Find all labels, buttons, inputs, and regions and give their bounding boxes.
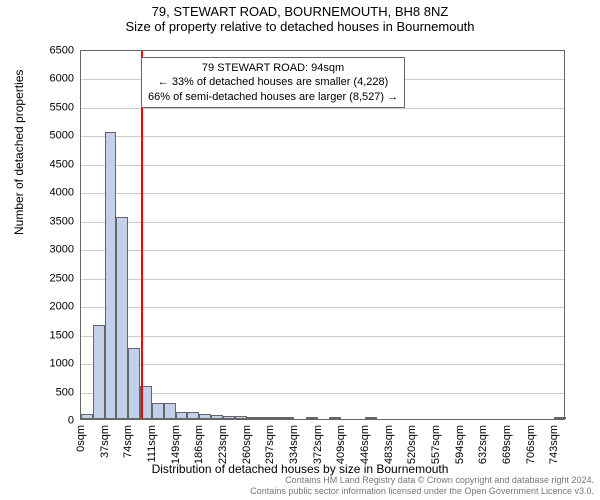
histogram-bar [306,417,318,419]
title-line-1: 79, STEWART ROAD, BOURNEMOUTH, BH8 8NZ [0,4,600,19]
y-tick-label: 5000 [34,131,74,142]
histogram-bar [247,417,259,419]
gridline [81,136,564,137]
x-tick-label: 186sqm [193,425,205,464]
x-tick-label: 223sqm [217,425,229,464]
x-tick-label: 706sqm [525,425,537,464]
histogram-bar [282,417,294,419]
x-tick-label: 111sqm [146,425,158,463]
x-tick-label: 297sqm [264,425,276,464]
x-tick-label: 37sqm [99,425,111,458]
y-tick-label: 2500 [34,273,74,284]
histogram-bar [116,217,128,419]
gridline [81,279,564,280]
histogram-bar [105,132,117,419]
histogram-bar [258,417,270,419]
x-tick-label: 149sqm [170,425,182,464]
x-tick-label: 743sqm [548,425,560,464]
histogram-bar [93,325,105,419]
annotation-box: 79 STEWART ROAD: 94sqm← 33% of detached … [141,57,405,108]
histogram-bar [164,403,176,419]
annotation-line: 66% of semi-detached houses are larger (… [148,90,398,104]
y-tick-label: 1000 [34,359,74,370]
annotation-line: 79 STEWART ROAD: 94sqm [148,61,398,75]
gridline [81,364,564,365]
histogram-bar [81,414,93,419]
x-tick-label: 334sqm [288,425,300,464]
histogram-bar [187,412,199,419]
gridline [81,222,564,223]
x-tick-label: 409sqm [335,425,347,464]
x-tick-label: 520sqm [406,425,418,464]
gridline [81,336,564,337]
y-tick-label: 2000 [34,302,74,313]
attribution-line-1: Contains HM Land Registry data © Crown c… [250,475,594,486]
attribution: Contains HM Land Registry data © Crown c… [250,475,594,497]
x-tick-label: 632sqm [477,425,489,464]
chart-area: 0500100015002000250030003500400045005000… [80,50,565,420]
chart-title: 79, STEWART ROAD, BOURNEMOUTH, BH8 8NZ S… [0,0,600,34]
x-tick-label: 372sqm [312,425,324,464]
histogram-bar [554,417,566,419]
gridline [81,393,564,394]
y-tick-label: 1500 [34,330,74,341]
attribution-line-2: Contains public sector information licen… [250,486,594,497]
histogram-bar [211,415,223,419]
histogram-bar [199,414,211,419]
histogram-bar [152,403,164,419]
gridline [81,250,564,251]
y-tick-label: 4000 [34,188,74,199]
histogram-bar [176,412,188,419]
x-tick-label: 483sqm [383,425,395,464]
histogram-bar [270,417,282,419]
title-line-2: Size of property relative to detached ho… [0,19,600,34]
plot-region: 0500100015002000250030003500400045005000… [80,50,565,420]
histogram-bar [329,417,341,419]
x-tick-label: 74sqm [122,425,134,458]
histogram-bar [128,348,140,419]
histogram-bar [223,416,235,419]
y-tick-label: 5500 [34,102,74,113]
x-tick-label: 260sqm [241,425,253,464]
gridline [81,193,564,194]
x-tick-label: 669sqm [501,425,513,464]
y-tick-label: 6500 [34,46,74,57]
histogram-bar [235,416,247,419]
x-tick-label: 0sqm [75,425,87,452]
x-tick-label: 594sqm [454,425,466,464]
y-tick-label: 3000 [34,245,74,256]
gridline [81,165,564,166]
y-tick-label: 500 [34,387,74,398]
gridline [81,307,564,308]
y-axis-label: Number of detached properties [12,70,26,235]
gridline [81,108,564,109]
y-tick-label: 4500 [34,159,74,170]
x-tick-label: 446sqm [359,425,371,464]
x-tick-label: 557sqm [430,425,442,464]
x-axis-label: Distribution of detached houses by size … [0,462,600,476]
y-tick-label: 6000 [34,74,74,85]
histogram-bar [365,417,377,419]
y-tick-label: 3500 [34,216,74,227]
annotation-line: ← 33% of detached houses are smaller (4,… [148,75,398,89]
y-tick-label: 0 [34,416,74,427]
